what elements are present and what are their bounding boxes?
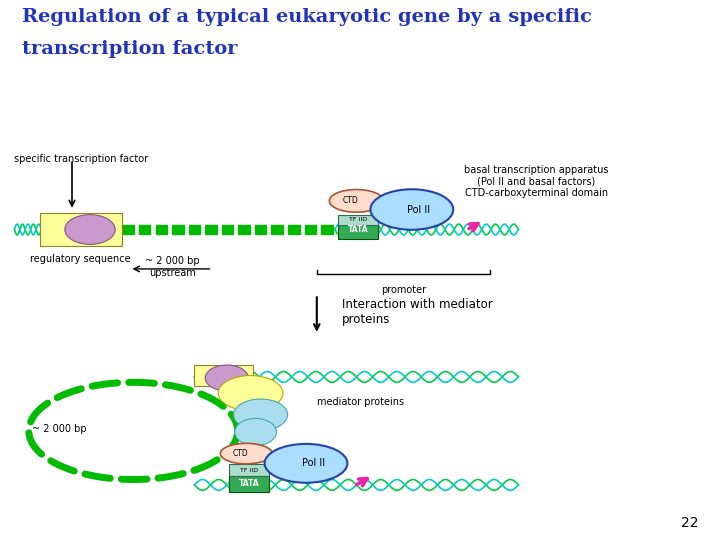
Ellipse shape (233, 399, 288, 430)
Text: regulatory sequence: regulatory sequence (30, 254, 131, 264)
Bar (238, 225, 250, 234)
Bar (229, 464, 269, 476)
Text: CTD: CTD (343, 197, 359, 205)
Text: TF IID: TF IID (240, 468, 258, 473)
Bar (229, 474, 269, 492)
Bar (338, 220, 378, 239)
Bar (205, 225, 217, 234)
Text: mediator proteins: mediator proteins (317, 397, 404, 407)
Ellipse shape (329, 190, 383, 212)
Bar (222, 225, 233, 234)
Ellipse shape (235, 418, 276, 445)
Ellipse shape (371, 189, 454, 230)
Bar (40, 213, 122, 246)
Bar (139, 225, 150, 234)
Text: specific transcription factor: specific transcription factor (14, 154, 148, 164)
Ellipse shape (265, 444, 348, 483)
Text: Interaction with mediator
proteins: Interaction with mediator proteins (342, 298, 492, 326)
Text: TATA: TATA (348, 225, 369, 234)
Bar (194, 364, 253, 386)
Text: TATA: TATA (238, 479, 259, 488)
Bar (255, 225, 266, 234)
Text: Regulation of a typical eukaryotic gene by a specific: Regulation of a typical eukaryotic gene … (22, 8, 592, 26)
Ellipse shape (205, 365, 248, 391)
Text: promoter: promoter (381, 285, 426, 295)
Text: CTD: CTD (233, 449, 248, 458)
Bar (271, 225, 283, 234)
Bar (338, 215, 378, 225)
Text: TF IID: TF IID (349, 217, 367, 222)
Bar (156, 225, 167, 234)
Bar (288, 225, 300, 234)
Ellipse shape (65, 214, 115, 244)
Text: transcription factor: transcription factor (22, 40, 237, 58)
Text: ~ 2 000 bp: ~ 2 000 bp (32, 424, 87, 434)
Bar (189, 225, 200, 234)
Bar (305, 225, 316, 234)
Text: 22: 22 (681, 516, 698, 530)
Bar (172, 225, 184, 234)
Bar (122, 225, 134, 234)
Bar (321, 225, 333, 234)
Ellipse shape (218, 376, 283, 410)
Ellipse shape (220, 443, 272, 464)
Text: Pol II: Pol II (408, 205, 431, 214)
Text: Pol II: Pol II (302, 458, 325, 468)
Text: ~ 2 000 bp
upstream: ~ 2 000 bp upstream (145, 256, 200, 278)
Text: basal transcription apparatus
(Pol II and basal factors)
CTD-carboxyterminal dom: basal transcription apparatus (Pol II an… (464, 165, 608, 198)
